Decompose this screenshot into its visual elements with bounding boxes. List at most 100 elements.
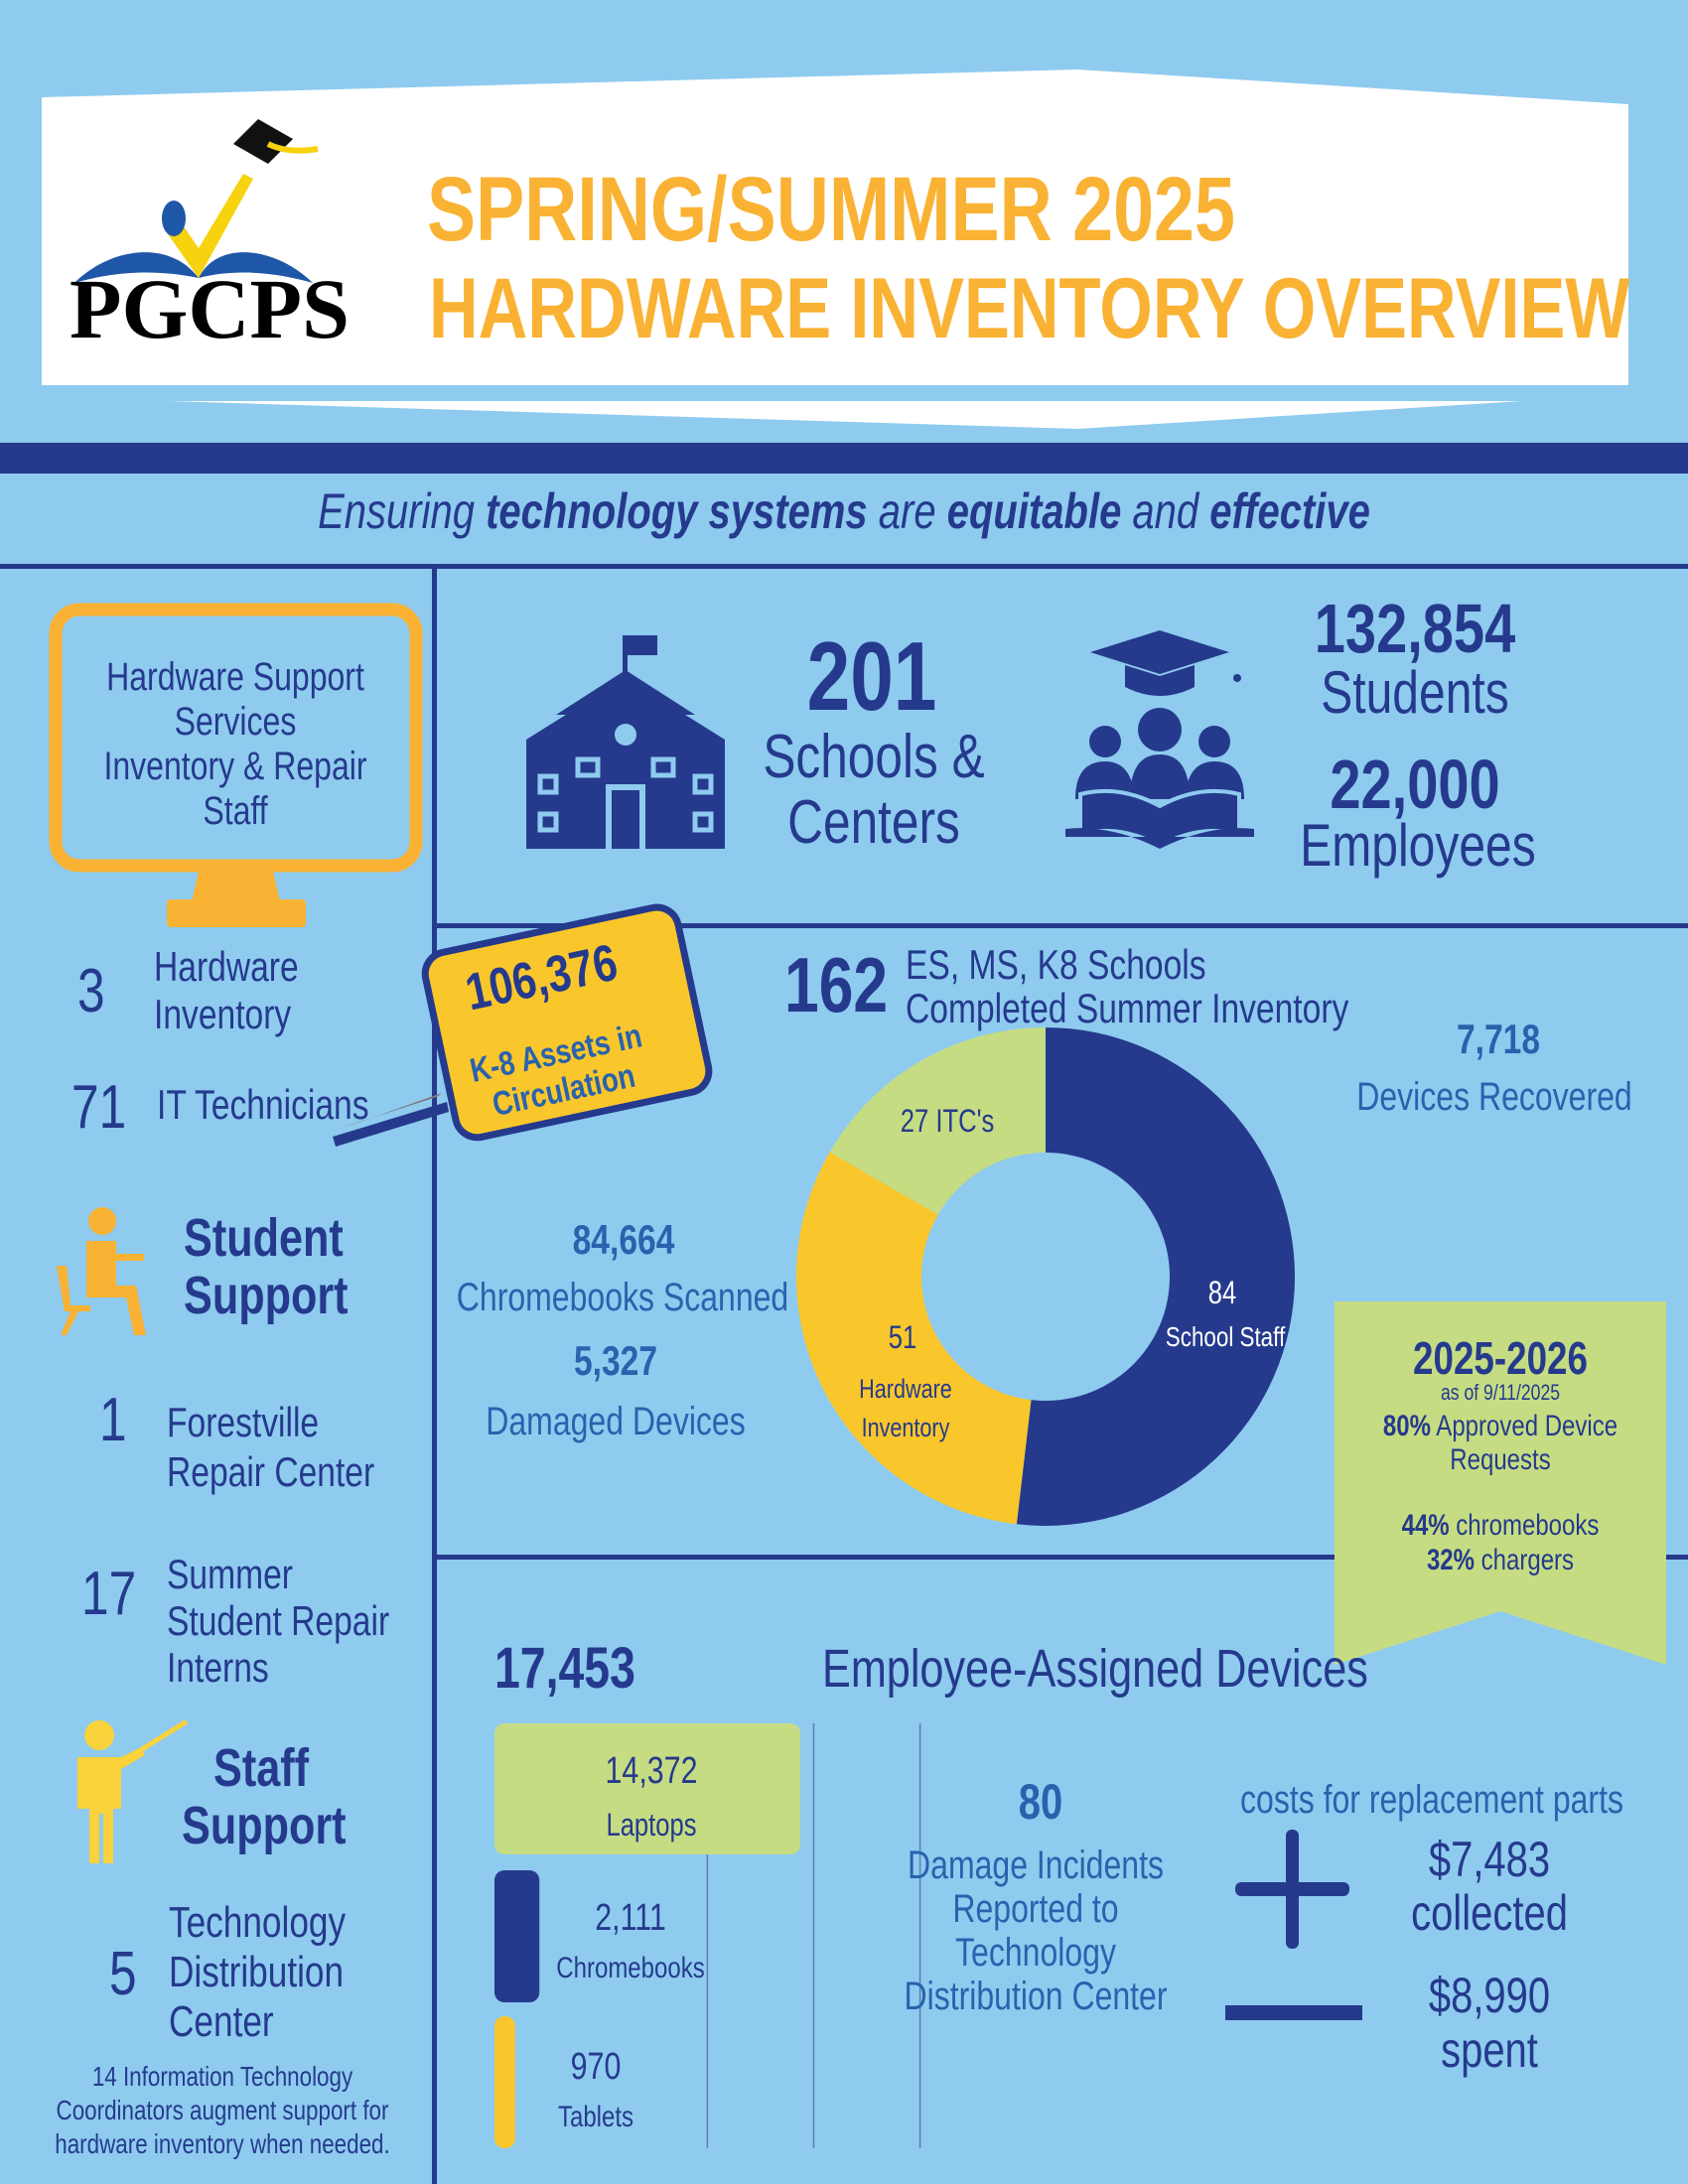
school-building-icon — [526, 635, 725, 849]
ribbon-year: 2025-2026 — [1413, 1332, 1588, 1384]
tagline-part: Ensuring — [318, 483, 487, 539]
costs-title: costs for replacement parts — [1240, 1778, 1623, 1822]
label-line: Inventory — [154, 991, 292, 1037]
label-line: Technology — [169, 1898, 347, 1947]
donut-label-itc: 27 ITC's — [900, 1103, 995, 1139]
divider — [0, 564, 1688, 569]
monitor-text: Hardware Support Services Inventory & Re… — [103, 655, 366, 834]
label: Approved Device — [1430, 1410, 1618, 1442]
bar-value-tablets: 970 — [570, 2046, 622, 2088]
tagline-part: effective — [1209, 483, 1370, 539]
bar-label-chromebooks: Chromebooks — [556, 1952, 705, 1984]
monitor-line: Inventory & Repair — [103, 745, 367, 788]
chromebooks-scanned-label: Chromebooks Scanned — [456, 1276, 789, 1319]
hardware-label: Hardware Inventory — [154, 943, 299, 1038]
graduates-reading-icon — [1065, 630, 1254, 849]
label: chromebooks — [1449, 1509, 1600, 1542]
heading-line: Staff — [213, 1738, 309, 1798]
damaged-label: Damaged Devices — [486, 1400, 746, 1443]
heading-line: Student — [184, 1208, 344, 1268]
schools-completed-label: ES, MS, K8 Schools Completed Summer Inven… — [906, 943, 1348, 1030]
collected-label: collected — [1411, 1885, 1568, 1941]
repair-label: Forestville Repair Center — [167, 1398, 374, 1497]
hardware-count: 3 — [77, 957, 105, 1025]
student-support-heading: Student Support — [184, 1209, 349, 1324]
tagline-part: technology systems — [486, 483, 868, 539]
label-line: Schools & — [763, 723, 985, 791]
devices-recovered-label: Devices Recovered — [1356, 1075, 1632, 1119]
label-line: Technology — [955, 1931, 1116, 1975]
label-line: Hardware — [154, 943, 299, 990]
employees-label: Employees — [1300, 812, 1536, 879]
itc-note: 14 Information Technology Coordinators au… — [55, 2060, 389, 2161]
donut-label-staff: School Staff — [1165, 1321, 1286, 1352]
header-divider — [0, 443, 1688, 474]
chromebooks-scanned-count: 84,664 — [572, 1216, 675, 1263]
pct: 32% — [1426, 1544, 1475, 1576]
schools-count: 201 — [806, 621, 937, 731]
plus-icon — [1235, 1830, 1349, 1949]
students-label: Students — [1321, 659, 1509, 726]
teacher-icon — [77, 1718, 189, 1863]
label-line: Student Repair — [167, 1597, 390, 1644]
label-line: Interns — [167, 1644, 269, 1691]
staff-support-heading: Staff — [213, 1737, 309, 1799]
pct: 44% — [1401, 1509, 1450, 1542]
ribbon-chromebooks: 44% chromebooks — [1402, 1511, 1600, 1541]
bar-tablets — [494, 2016, 515, 2148]
staff-support-heading: Support — [182, 1799, 347, 1852]
label-line: Reported to — [952, 1887, 1119, 1931]
heading-line: Support — [184, 1266, 349, 1325]
label-line: Center — [169, 1997, 274, 2046]
spent-amount: $8,990 — [1428, 1968, 1551, 2023]
bar-value-chromebooks: 2,111 — [595, 1897, 666, 1939]
label-line: Distribution — [169, 1948, 345, 1996]
repair-count: 1 — [99, 1386, 127, 1454]
tdc-count: 5 — [109, 1940, 137, 2008]
ribbon-badge — [1335, 1301, 1666, 1665]
monitor-line: Hardware Support — [106, 655, 364, 699]
ribbon-approved-2: Requests — [1450, 1443, 1551, 1476]
schools-completed-count: 162 — [784, 941, 889, 1028]
bar-label-laptops: Laptops — [606, 1807, 697, 1843]
bar-laptops — [494, 1723, 800, 1854]
collected-amount: $7,483 — [1428, 1832, 1551, 1887]
pgcps-logo-icon — [74, 119, 319, 283]
label-line: Forestville — [167, 1399, 320, 1445]
tagline: Ensuring technology systems are equitabl… — [318, 486, 1370, 536]
header-banner — [42, 69, 1628, 429]
laptop-assets-icon — [333, 903, 713, 1147]
label-line: Distribution Center — [904, 1975, 1168, 2018]
tdc-label: Technology Distribution Center — [169, 1898, 346, 2047]
student-icon — [57, 1207, 146, 1335]
title-line1: SPRING/SUMMER 2025 — [427, 159, 1235, 260]
note-line: hardware inventory when needed. — [55, 2128, 390, 2159]
donut-slice-school-staff — [1016, 1027, 1295, 1526]
label-line: Centers — [787, 788, 960, 857]
bar-label-tablets: Tablets — [557, 2101, 634, 2133]
tagline-part: are — [867, 483, 947, 539]
devices-recovered-count: 7,718 — [1456, 1016, 1541, 1062]
interns-count: 17 — [81, 1560, 137, 1628]
donut-label-hw: Hardware Inventory — [850, 1370, 961, 1447]
note-line: Coordinators augment support for — [56, 2095, 389, 2125]
tech-label: IT Technicians — [157, 1081, 369, 1128]
heading-line: Support — [182, 1796, 347, 1855]
ribbon-chargers: 32% chargers — [1427, 1546, 1574, 1575]
spent-label: spent — [1441, 2022, 1538, 2078]
tech-count: 71 — [71, 1073, 127, 1142]
interns-label: Summer Student Repair Interns — [167, 1551, 389, 1691]
donut-slice-itc-s — [829, 1027, 1046, 1215]
note-line: 14 Information Technology — [91, 2061, 353, 2092]
label-line: Completed Summer Inventory — [906, 985, 1349, 1031]
donut-slice-hardware-inventory — [796, 1152, 1032, 1525]
divider — [432, 923, 1688, 928]
bar-value-laptops: 14,372 — [605, 1750, 698, 1792]
label-line: Summer — [167, 1551, 293, 1597]
label-text: Hardware Inventory — [859, 1374, 952, 1442]
ribbon-as-of: as of 9/11/2025 — [1440, 1380, 1561, 1405]
schools-label: Schools & Centers — [763, 725, 984, 856]
label-line: ES, MS, K8 Schools — [906, 941, 1206, 988]
